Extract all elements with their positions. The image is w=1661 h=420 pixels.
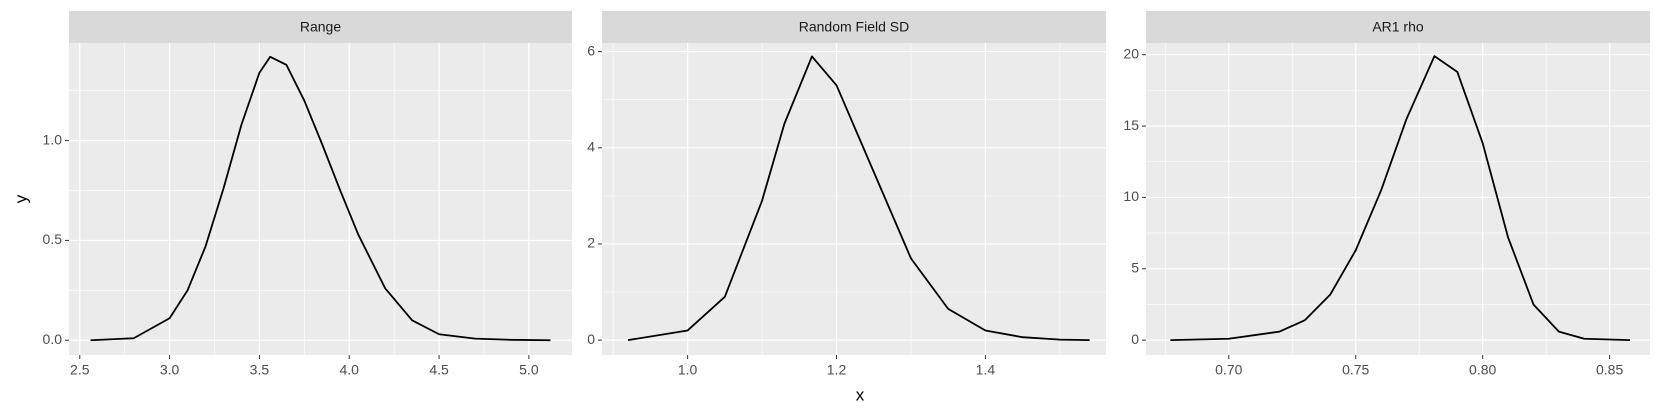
strip-background (602, 11, 1106, 43)
panel-background (602, 43, 1106, 355)
x-tick-label: 0.70 (1215, 362, 1242, 378)
x-tick-label: 3.5 (250, 362, 270, 378)
x-tick-label: 2.5 (70, 362, 90, 378)
y-tick-label: 4 (587, 139, 595, 155)
y-tick-label: 0 (587, 331, 595, 347)
density-line (1170, 55, 1630, 342)
density-line (90, 55, 551, 342)
x-tick-label: 0.80 (1469, 362, 1496, 378)
y-tick-label: 2 (587, 235, 595, 251)
x-tick-label: 0.75 (1342, 362, 1369, 378)
y-tick-label: 15 (1123, 117, 1139, 133)
y-tick-label: 20 (1123, 45, 1139, 61)
y-tick-label: 0.0 (43, 331, 63, 347)
y-tick-label: 10 (1123, 188, 1139, 204)
y-tick-label: 1.0 (43, 131, 63, 147)
strip-title: Random Field SD (799, 19, 910, 35)
x-tick-label: 4.0 (340, 362, 360, 378)
panel-background (69, 43, 572, 355)
strip-background (69, 11, 572, 43)
x-tick-label: 1.4 (976, 362, 996, 378)
x-tick-label: 4.5 (429, 362, 449, 378)
y-tick-label: 6 (587, 42, 595, 58)
x-axis-label: x (856, 385, 865, 404)
x-tick-label: 5.0 (519, 362, 539, 378)
y-tick-label: 5 (1131, 259, 1139, 275)
strip-title: AR1 rho (1372, 19, 1424, 35)
y-tick-label: 0 (1131, 331, 1139, 347)
y-tick-label: 0.5 (43, 231, 63, 247)
panel-background (1146, 43, 1650, 355)
strip-background (1146, 11, 1650, 43)
y-axis-label: y (11, 194, 30, 203)
x-tick-label: 1.2 (827, 362, 847, 378)
strip-title: Range (300, 19, 341, 35)
x-tick-label: 1.0 (678, 362, 698, 378)
x-tick-label: 3.0 (160, 362, 180, 378)
x-tick-label: 0.85 (1596, 362, 1623, 378)
density-line (627, 55, 1090, 341)
